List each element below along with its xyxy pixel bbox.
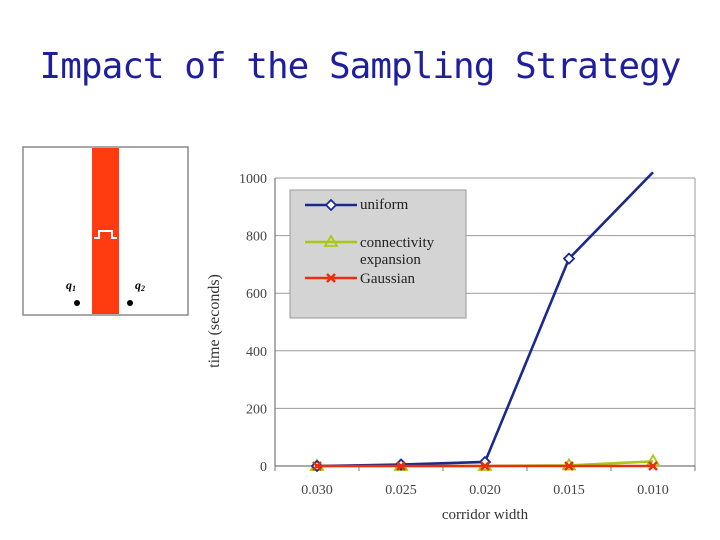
x-tick-label: 0.015 xyxy=(553,483,585,498)
point-q1 xyxy=(74,300,80,306)
x-axis-label: corridor width xyxy=(442,507,529,523)
legend-label-connectivity: connectivity expansion xyxy=(360,235,435,268)
x-tick-label: 0.030 xyxy=(301,483,333,498)
label-q1: q1 xyxy=(66,278,76,293)
y-tick-label: 0 xyxy=(260,460,267,475)
data-point-gaussian xyxy=(312,461,322,471)
y-axis-label: time (seconds) xyxy=(206,274,223,368)
data-point-gaussian xyxy=(326,273,336,283)
time-vs-corridor-chart: 0 200 400 600 800 1000 0.030 0.025 0.020 0.015 0.0… xyxy=(206,171,696,523)
x-tick-label: 0.020 xyxy=(469,483,501,498)
data-point-uniform xyxy=(562,252,576,265)
legend-label-uniform: uniform xyxy=(360,197,409,213)
data-point-gaussian xyxy=(648,461,658,471)
y-tick-label: 600 xyxy=(246,287,267,302)
x-tick-label: 0.010 xyxy=(637,483,669,498)
data-point-connectivity xyxy=(323,234,339,247)
y-tick-label: 400 xyxy=(246,345,267,360)
y-tick-label: 800 xyxy=(246,230,267,245)
data-point-gaussian xyxy=(396,461,406,471)
data-point-gaussian xyxy=(480,461,490,471)
legend-box xyxy=(289,189,467,319)
corridor-notch xyxy=(94,230,117,239)
data-point-gaussian xyxy=(564,461,574,471)
label-q2: q2 xyxy=(135,278,145,293)
legend-label-gaussian: Gaussian xyxy=(360,271,415,287)
point-q2 xyxy=(127,300,133,306)
y-tick-label: 200 xyxy=(246,402,267,417)
y-tick-label: 1000 xyxy=(239,172,267,187)
slide-title: Impact of the Sampling Strategy xyxy=(39,46,682,87)
x-tick-label: 0.025 xyxy=(385,483,417,498)
corridor-diagram: q1 q2 xyxy=(22,146,189,316)
data-point-uniform xyxy=(324,198,338,212)
